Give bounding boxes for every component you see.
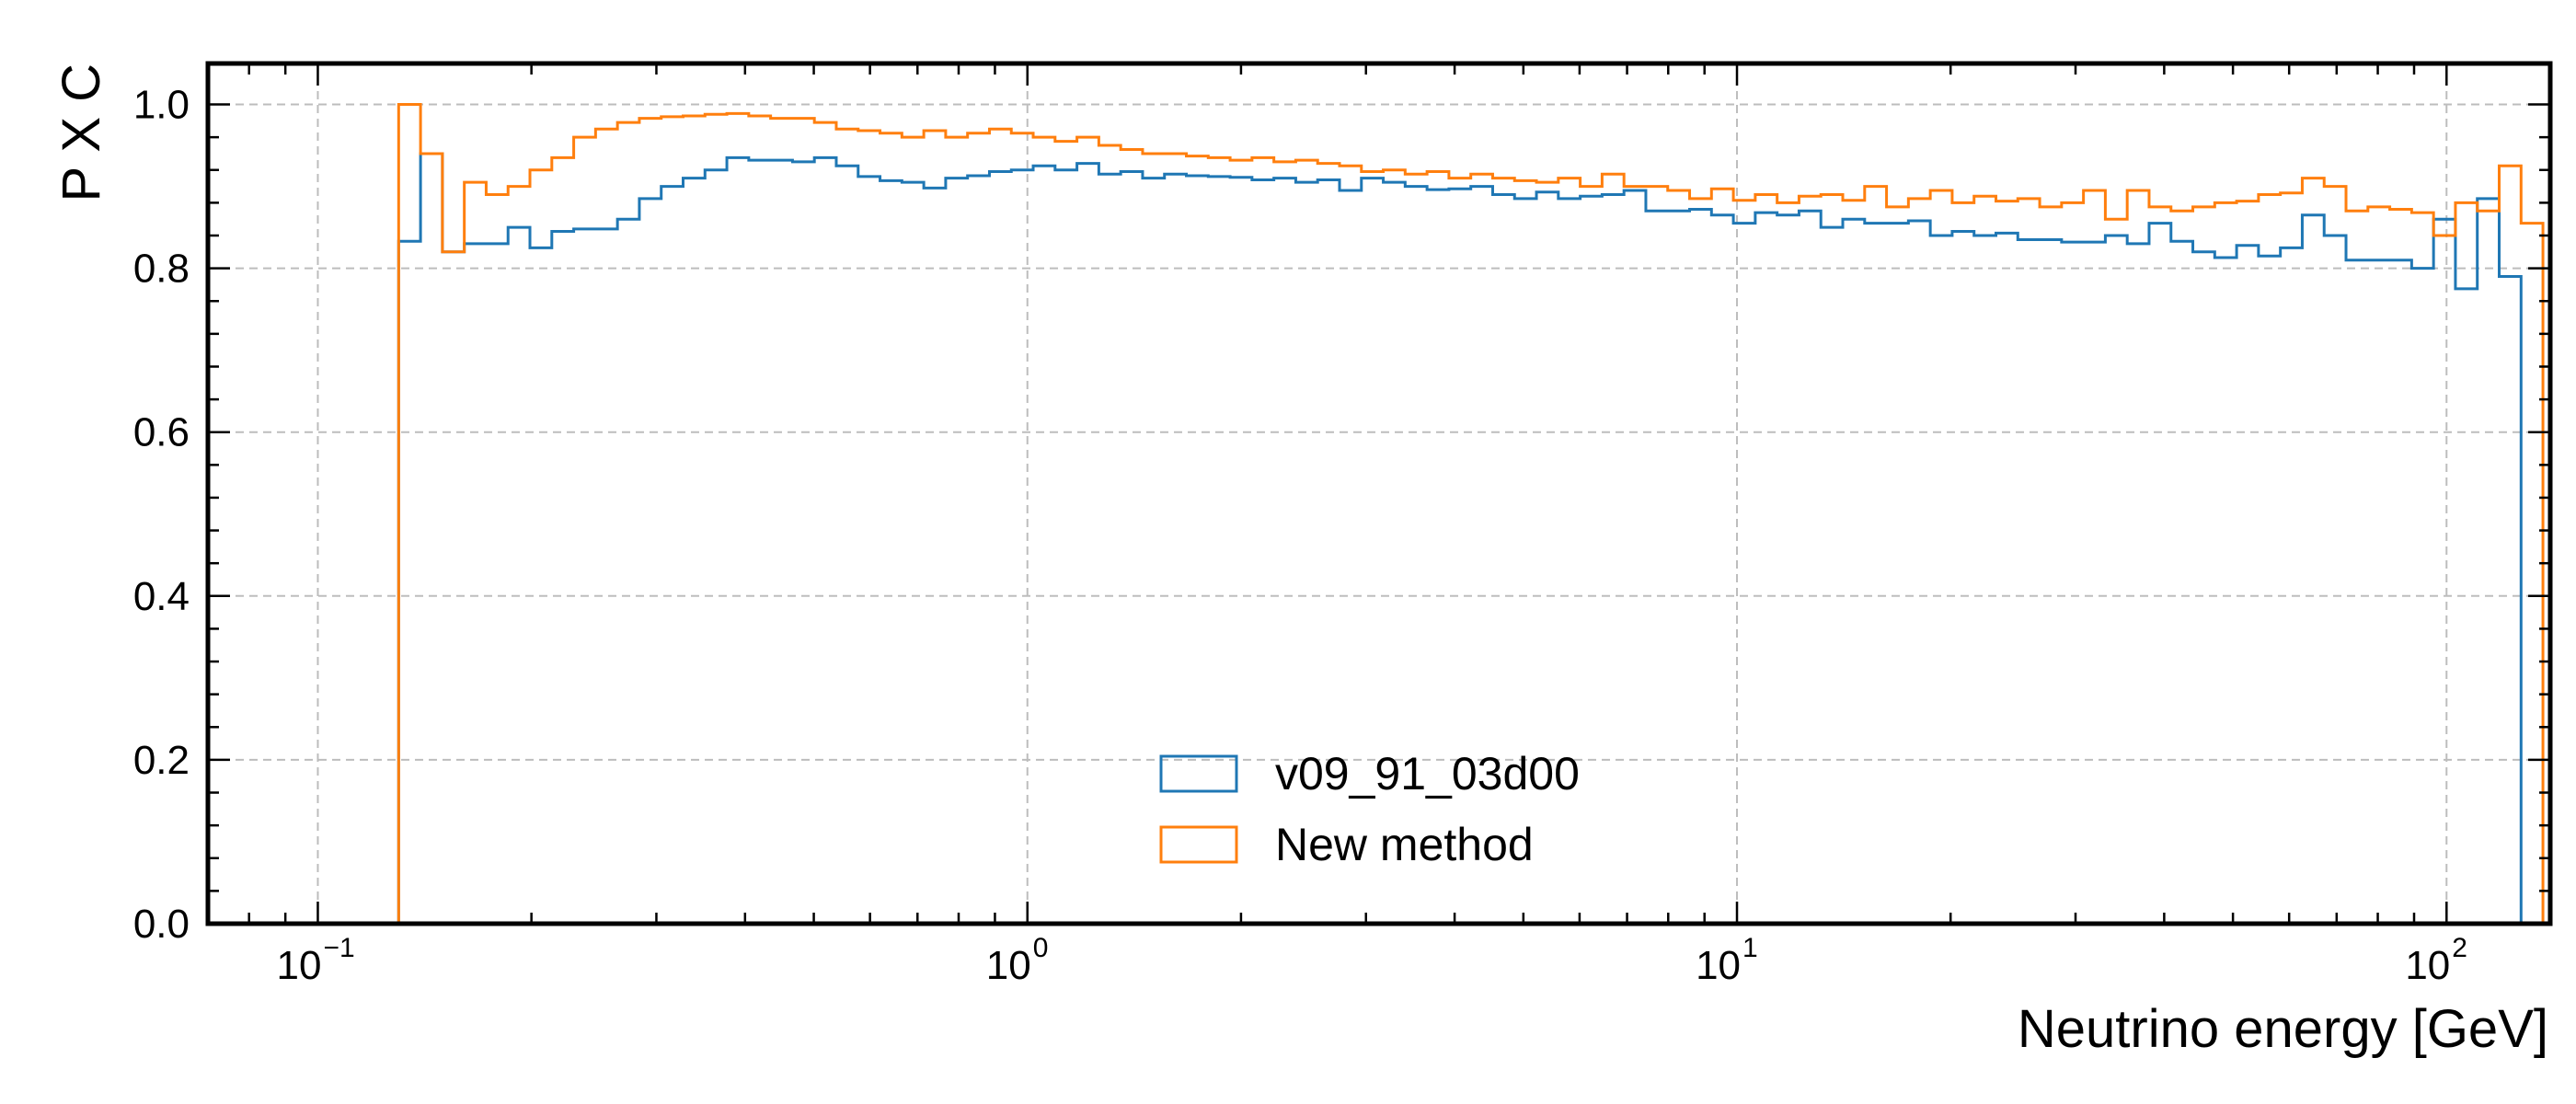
axis-ticks <box>206 63 2550 926</box>
series-layer <box>397 103 2545 924</box>
x-tick-label-base: 10 <box>277 943 322 988</box>
legend-swatch-v09-91-03d00 <box>1159 754 1238 793</box>
x-tick-label-exponent: 1 <box>1742 933 1758 963</box>
series-line-0 <box>397 152 2523 924</box>
x-tick-label-3: 10 2 <box>2405 933 2467 988</box>
x-tick-label-base: 10 <box>2405 943 2450 988</box>
y-tick-label-1: 0.2 <box>133 738 190 783</box>
y-tick-label-3: 0.6 <box>133 410 190 455</box>
legend-swatch-new-method <box>1159 825 1238 864</box>
x-tick-label-0: 10 −1 <box>277 933 355 988</box>
x-tick-label-exponent: 2 <box>2452 933 2467 963</box>
x-tick-label-exponent: −1 <box>323 933 354 963</box>
y-tick-label-4: 0.8 <box>133 247 190 292</box>
x-tick-label-base: 10 <box>1696 943 1741 988</box>
tick-labels: 0.00.20.40.60.81.010 −1 10 0 10 1 10 2 <box>133 83 2467 988</box>
x-tick-label-1: 10 0 <box>986 933 1049 988</box>
plot-frame <box>205 61 2553 926</box>
y-tick-label-5: 1.0 <box>133 83 190 128</box>
x-tick-label-2: 10 1 <box>1696 933 1758 988</box>
series-line-1 <box>397 103 2545 924</box>
y-tick-label-2: 0.4 <box>133 574 190 619</box>
legend-label-v09-91-03d00: v09_91_03d00 <box>1275 748 1580 799</box>
y-tick-label-0: 0.0 <box>133 902 190 947</box>
x-tick-label-base: 10 <box>986 943 1031 988</box>
x-tick-label-exponent: 0 <box>1033 933 1049 963</box>
x-axis-label: Neutrino energy [GeV] <box>2018 999 2548 1059</box>
legend: v09_91_03d00 New method <box>1159 748 1580 870</box>
legend-label-new-method: New method <box>1275 819 1534 870</box>
y-axis-label: P X C <box>52 63 111 201</box>
